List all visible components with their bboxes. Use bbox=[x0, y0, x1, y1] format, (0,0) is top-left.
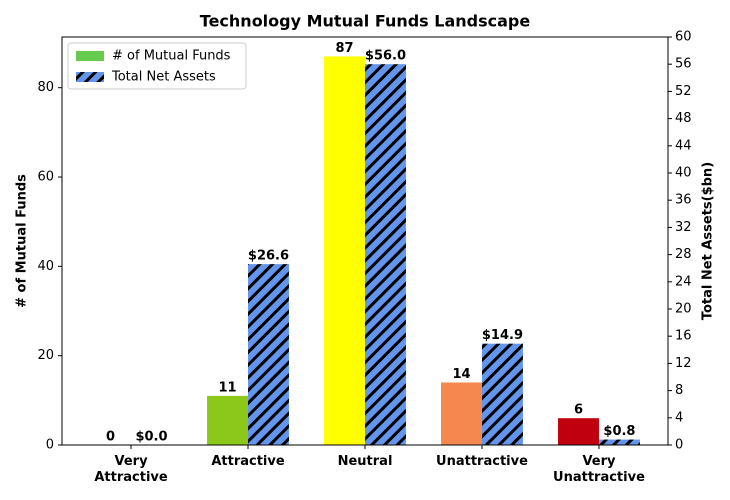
y2-tick-label: 52 bbox=[675, 84, 692, 99]
y2-tick-label: 20 bbox=[675, 302, 692, 317]
value-label: $0.0 bbox=[135, 430, 167, 445]
bar bbox=[481, 343, 523, 445]
y2-tick-label: 12 bbox=[675, 356, 692, 371]
plot-frame bbox=[61, 36, 669, 446]
y2-tick-label: 8 bbox=[675, 383, 683, 398]
x-tick-label: Very Unattractive bbox=[553, 454, 645, 485]
y2-tick-label: 44 bbox=[675, 138, 692, 153]
y2-tick-label: 28 bbox=[675, 247, 692, 262]
value-label: 6 bbox=[574, 403, 583, 418]
value-label: 0 bbox=[106, 430, 115, 445]
bar bbox=[558, 418, 599, 445]
bar bbox=[441, 382, 482, 445]
value-label: $56.0 bbox=[365, 49, 406, 64]
legend-label: # of Mutual Funds bbox=[112, 49, 231, 64]
x-tick-label: Unattractive bbox=[436, 454, 528, 469]
y2-tick-label: 60 bbox=[675, 30, 692, 45]
y2-tick-label: 32 bbox=[675, 220, 692, 235]
y-tick-label: 0 bbox=[46, 438, 54, 453]
y2-tick-label: 0 bbox=[675, 438, 683, 453]
y-axis-label: # of Mutual Funds bbox=[15, 174, 30, 308]
value-label: $0.8 bbox=[603, 424, 635, 439]
chart-title: Technology Mutual Funds Landscape bbox=[200, 12, 531, 31]
value-label: $26.6 bbox=[248, 249, 289, 264]
value-label: 11 bbox=[218, 380, 236, 395]
bar bbox=[365, 64, 406, 445]
y2-tick-label: 40 bbox=[675, 166, 692, 181]
y2-axis-label: Total Net Assets($bn) bbox=[701, 162, 716, 320]
value-label: 14 bbox=[452, 367, 470, 382]
y2-tick-label: 4 bbox=[675, 410, 683, 425]
bar bbox=[248, 264, 289, 445]
legend-label: Total Net Assets bbox=[111, 70, 216, 85]
x-tick-label: Neutral bbox=[337, 454, 393, 469]
y2-tick-label: 16 bbox=[675, 329, 692, 344]
y-tick-label: 80 bbox=[37, 80, 54, 95]
y2-tick-label: 48 bbox=[675, 111, 692, 126]
legend-swatch bbox=[76, 51, 104, 61]
y2-tick-label: 24 bbox=[675, 274, 692, 289]
value-label: 87 bbox=[335, 41, 353, 56]
bar bbox=[324, 56, 365, 446]
y-tick-label: 60 bbox=[37, 170, 54, 185]
y-tick-label: 40 bbox=[37, 259, 54, 274]
legend-box bbox=[67, 42, 247, 90]
bar bbox=[207, 395, 249, 445]
legend-swatch bbox=[76, 72, 104, 82]
y2-tick-label: 56 bbox=[675, 57, 692, 72]
x-tick-label: Attractive bbox=[211, 454, 285, 469]
y-tick-label: 20 bbox=[37, 348, 54, 363]
y2-tick-label: 36 bbox=[675, 193, 692, 208]
value-label: $14.9 bbox=[482, 328, 523, 343]
x-tick-label: Very Attractive bbox=[94, 454, 168, 485]
bar bbox=[598, 439, 640, 445]
